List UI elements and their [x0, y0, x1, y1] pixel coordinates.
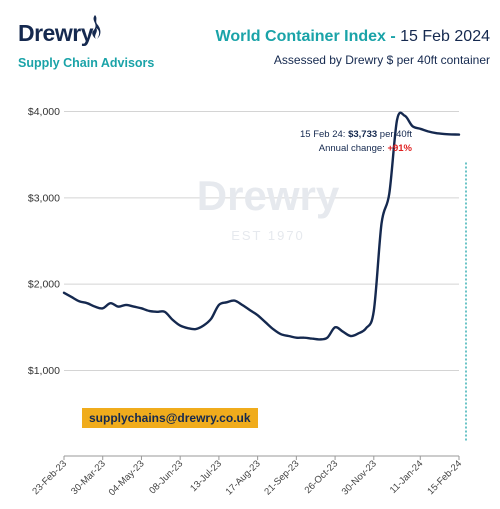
- chart-title-name: World Container Index -: [215, 28, 396, 45]
- y-tick-label: $3,000: [28, 192, 60, 204]
- x-tick-label: 23-Feb-23: [30, 458, 69, 497]
- x-tick-label: 11-Jan-24: [388, 458, 426, 496]
- chart-subtitle: Assessed by Drewry $ per 40ft container: [273, 53, 490, 67]
- y-axis-ticks: $1,000 $2,000 $3,000 $4,000: [28, 106, 60, 377]
- y-tick-label: $4,000: [28, 106, 60, 118]
- annotation-line-1: 15 Feb 24: $3,733 per 40ft: [300, 129, 412, 140]
- x-tick-label: 08-Jun-23: [147, 458, 185, 496]
- annotation-unit: per 40ft: [377, 129, 412, 140]
- series-line-wci: [62, 111, 461, 341]
- annotation-change-label: Annual change:: [319, 143, 388, 154]
- brand-tagline: Supply Chain Advisors: [18, 56, 155, 70]
- chart-title-date: 15 Feb 2024: [400, 28, 490, 45]
- x-tick-label: 21-Sep-23: [262, 458, 301, 497]
- watermark: Drewry EST 1970: [197, 172, 340, 243]
- y-tick-label: $1,000: [28, 365, 60, 377]
- drewry-logo: Drewry: [18, 20, 93, 46]
- x-tick-label: 30-Mar-23: [69, 458, 108, 497]
- watermark-est: EST 1970: [231, 228, 305, 243]
- x-tick-label: 17-Aug-23: [224, 458, 263, 497]
- y-tick-label: $2,000: [28, 279, 60, 291]
- flame-icon: [92, 15, 101, 39]
- watermark-logo: Drewry: [197, 172, 340, 219]
- annotation-line-2: Annual change: +91%: [319, 143, 413, 154]
- x-tick-label: 04-May-23: [107, 458, 147, 498]
- annotation-change-value: +91%: [387, 143, 412, 154]
- gridlines: [64, 111, 459, 371]
- chart-title: World Container Index - 15 Feb 2024: [216, 28, 490, 46]
- annotation-value: $3,733: [348, 129, 377, 140]
- x-tick-label: 13-Jul-23: [188, 458, 224, 494]
- latest-annotation: 15 Feb 24: $3,733 per 40ft Annual change…: [300, 129, 413, 154]
- x-tick-label: 30-Nov-23: [340, 458, 379, 497]
- x-tick-label: 26-Oct-23: [303, 458, 341, 496]
- contact-email[interactable]: supplychains@drewry.co.uk: [82, 408, 258, 428]
- x-tick-label: 15-Feb-24: [425, 458, 464, 497]
- annotation-date: 15 Feb 24:: [300, 129, 348, 140]
